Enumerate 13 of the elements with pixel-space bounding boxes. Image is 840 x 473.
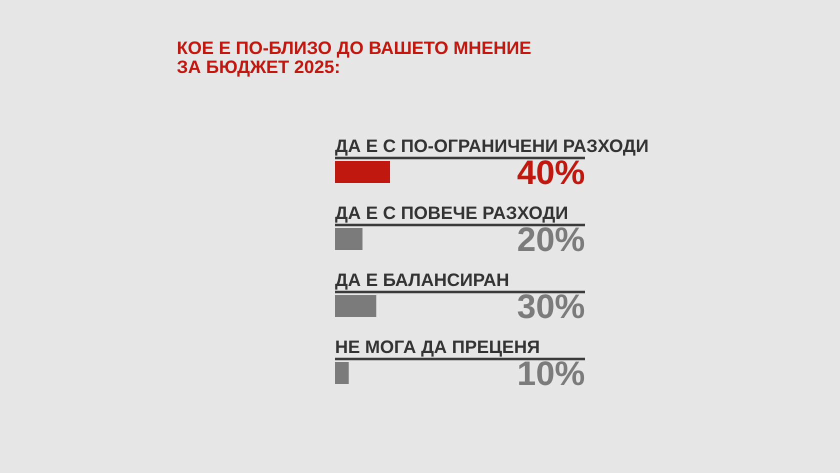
bar	[335, 161, 390, 183]
y-tick-label: ДА Е С ПО-ОГРАНИЧЕНИ РАЗХОДИ	[335, 136, 649, 156]
data-label: 40%	[516, 154, 585, 192]
y-tick-label: ДА Е БАЛАНСИРАН	[335, 270, 510, 290]
bar	[335, 362, 349, 384]
y-tick-label: НЕ МОГА ДА ПРЕЦЕНЯ	[335, 337, 540, 357]
bar	[335, 295, 376, 317]
y-tick-label: ДА Е С ПОВЕЧЕ РАЗХОДИ	[335, 203, 568, 223]
bar	[335, 228, 362, 250]
data-label: 30%	[516, 288, 585, 326]
chart-title: КОЕ Е ПО-БЛИЗО ДО ВАШЕТО МНЕНИЕ ЗА БЮДЖЕТ 2025:	[176, 38, 532, 77]
data-label: 20%	[516, 221, 585, 259]
data-label: 10%	[516, 355, 585, 393]
